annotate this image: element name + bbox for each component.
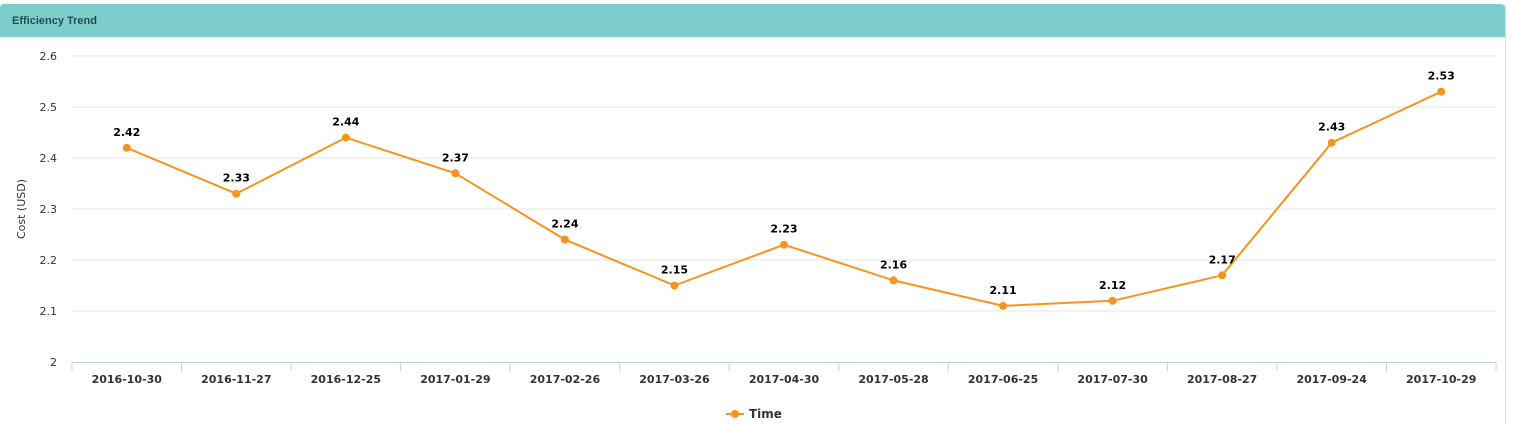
legend[interactable]: Time — [726, 407, 782, 421]
data-label: 2.11 — [990, 284, 1017, 297]
data-label: 2.16 — [880, 258, 907, 271]
data-point[interactable] — [451, 169, 460, 178]
y-tick-label: 2.6 — [40, 50, 58, 63]
y-tick-label: 2.1 — [40, 305, 58, 318]
data-label: 2.33 — [223, 172, 250, 185]
data-point[interactable] — [780, 240, 788, 249]
legend-marker-icon — [731, 410, 739, 418]
data-label: 2.17 — [1209, 253, 1236, 266]
data-point[interactable] — [560, 235, 569, 244]
x-tick-label: 2017-07-30 — [1077, 373, 1148, 386]
x-tick-label: 2017-04-30 — [749, 373, 820, 386]
data-point[interactable] — [670, 281, 679, 290]
x-tick-label: 2017-09-24 — [1297, 373, 1368, 386]
data-point[interactable] — [1327, 138, 1336, 147]
data-point[interactable] — [999, 301, 1008, 310]
data-label: 2.53 — [1428, 70, 1455, 83]
data-label: 2.24 — [551, 218, 578, 231]
panel-title: Efficiency Trend — [12, 14, 97, 27]
grid-lines — [72, 55, 1496, 312]
y-tick-label: 2.3 — [40, 203, 58, 216]
data-point[interactable] — [1218, 271, 1227, 280]
x-tick-label: 2017-06-25 — [968, 373, 1038, 386]
y-tick-label: 2.5 — [40, 101, 58, 114]
legend-item-label[interactable]: Time — [749, 407, 782, 421]
data-point[interactable] — [1108, 296, 1117, 305]
axes: 2 2.1 2.2 2.3 2.4 2.5 2.6 2016-10-30 2016-11-27 2… — [40, 50, 1497, 386]
x-tick-label: 2016-10-30 — [92, 373, 163, 386]
data-label: 2.42 — [113, 126, 140, 139]
series-line — [126, 90, 1442, 307]
x-tick-label: 2017-10-29 — [1406, 373, 1476, 386]
x-tick-label: 2017-05-28 — [858, 373, 928, 386]
data-label: 2.15 — [661, 264, 688, 277]
data-label: 2.37 — [442, 151, 469, 164]
x-tick-label: 2016-12-25 — [311, 373, 381, 386]
y-tick-label: 2.2 — [40, 254, 58, 267]
x-tick-label: 2016-11-27 — [201, 373, 271, 386]
data-label: 2.44 — [332, 116, 359, 129]
x-tick-label: 2017-08-27 — [1187, 373, 1257, 386]
data-label: 2.43 — [1318, 121, 1345, 134]
x-tick-label: 2017-01-29 — [420, 373, 490, 386]
data-label: 2.23 — [770, 223, 797, 236]
data-point[interactable] — [232, 189, 241, 198]
x-tick-label: 2017-03-26 — [639, 373, 710, 386]
efficiency-trend-panel: Efficiency Trend — [0, 4, 1506, 425]
data-point[interactable] — [1437, 87, 1446, 96]
x-tick-label: 2017-02-26 — [530, 373, 601, 386]
y-axis-label: Cost (USD) — [15, 179, 28, 239]
series-layer: 2.42 2.33 2.44 2.37 2.24 2.15 2.23 2.16 2.11 2.12… — [113, 70, 1455, 310]
y-tick-label: 2 — [50, 356, 57, 369]
data-label: 2.12 — [1099, 279, 1126, 292]
y-tick-label: 2.4 — [40, 152, 58, 165]
panel-header: Efficiency Trend — [0, 4, 1505, 37]
data-point[interactable] — [341, 133, 350, 142]
data-point[interactable] — [889, 276, 898, 285]
data-point[interactable] — [122, 143, 131, 152]
